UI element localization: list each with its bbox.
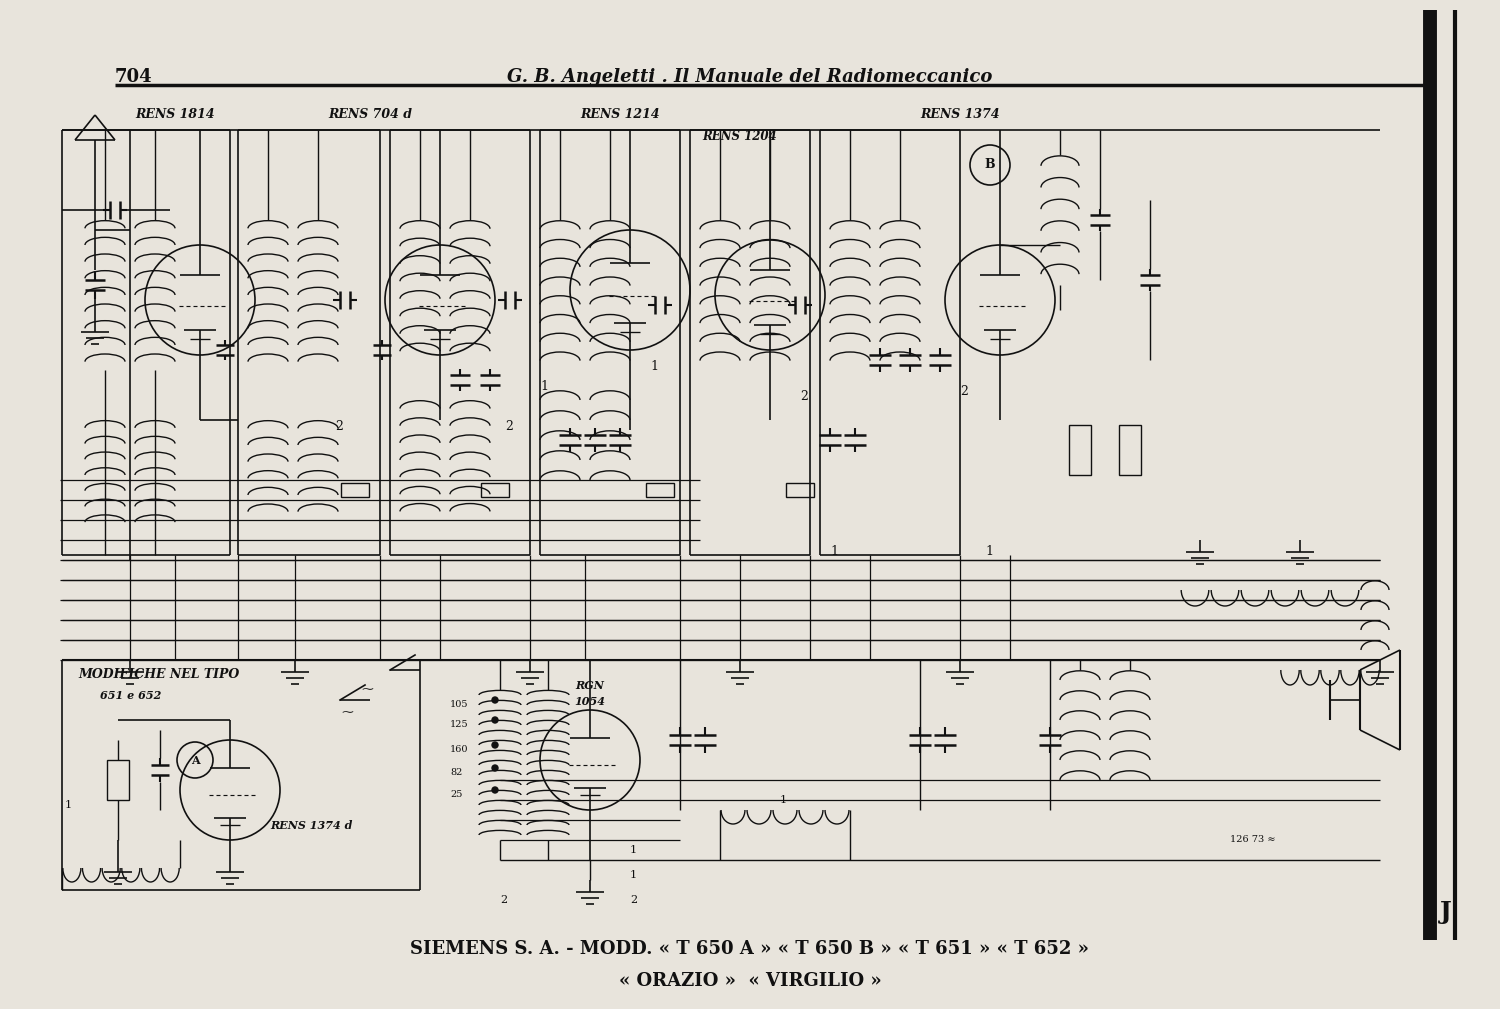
Text: 1: 1 [630, 870, 638, 880]
Text: 1054: 1054 [574, 696, 606, 707]
Text: 125: 125 [450, 720, 468, 728]
Text: 160: 160 [450, 745, 468, 754]
Text: 105: 105 [450, 700, 468, 709]
Circle shape [492, 697, 498, 703]
Text: 1: 1 [830, 545, 839, 558]
Text: RENS 1814: RENS 1814 [135, 108, 214, 121]
Text: 1: 1 [630, 845, 638, 855]
Circle shape [492, 742, 498, 748]
Text: « ORAZIO »  « VIRGILIO »: « ORAZIO » « VIRGILIO » [618, 972, 882, 990]
Circle shape [492, 787, 498, 793]
Text: MODIFICHE NEL TIPO: MODIFICHE NEL TIPO [78, 668, 240, 681]
Bar [106, 760, 129, 800]
Text: [: [ [1420, 900, 1436, 933]
Text: 1: 1 [540, 380, 548, 393]
Text: 2: 2 [500, 895, 507, 905]
Text: RENS 704 d: RENS 704 d [328, 108, 412, 121]
Bar [482, 483, 508, 497]
Bar [646, 483, 674, 497]
Text: 2: 2 [630, 895, 638, 905]
Text: RENS 1374: RENS 1374 [920, 108, 1001, 121]
Bar [340, 483, 369, 497]
Text: 1: 1 [64, 800, 72, 810]
Text: 82: 82 [450, 768, 462, 777]
Bar [1070, 425, 1090, 475]
Text: SIEMENS S. A. - MODD. « T 650 A » « T 650 B » « T 651 » « T 652 »: SIEMENS S. A. - MODD. « T 650 A » « T 65… [411, 940, 1089, 958]
Text: 1: 1 [780, 795, 788, 805]
Text: B: B [984, 158, 996, 172]
Text: 2: 2 [800, 390, 808, 403]
Text: RENS 1204: RENS 1204 [702, 130, 777, 143]
Text: 2: 2 [960, 385, 968, 398]
Text: 2: 2 [334, 420, 344, 433]
Text: J: J [1440, 900, 1452, 924]
Text: 25: 25 [450, 790, 462, 799]
Text: RENS 1374 d: RENS 1374 d [270, 820, 352, 831]
Text: 651 e 652: 651 e 652 [100, 690, 162, 701]
Text: 1: 1 [986, 545, 993, 558]
Text: A: A [190, 755, 200, 766]
Text: RENS 1214: RENS 1214 [580, 108, 660, 121]
Circle shape [492, 717, 498, 723]
Text: 126 73 ≈: 126 73 ≈ [1230, 835, 1275, 844]
Circle shape [492, 765, 498, 771]
Text: 704: 704 [116, 68, 153, 86]
Text: 1: 1 [650, 360, 658, 373]
Text: G. B. Angeletti . Il Manuale del Radiomeccanico: G. B. Angeletti . Il Manuale del Radiome… [507, 68, 993, 86]
Bar [786, 483, 814, 497]
Text: 2: 2 [506, 420, 513, 433]
Text: ~: ~ [360, 680, 374, 697]
Text: ~: ~ [340, 703, 354, 720]
Text: RGN: RGN [576, 680, 604, 691]
Bar [1119, 425, 1142, 475]
